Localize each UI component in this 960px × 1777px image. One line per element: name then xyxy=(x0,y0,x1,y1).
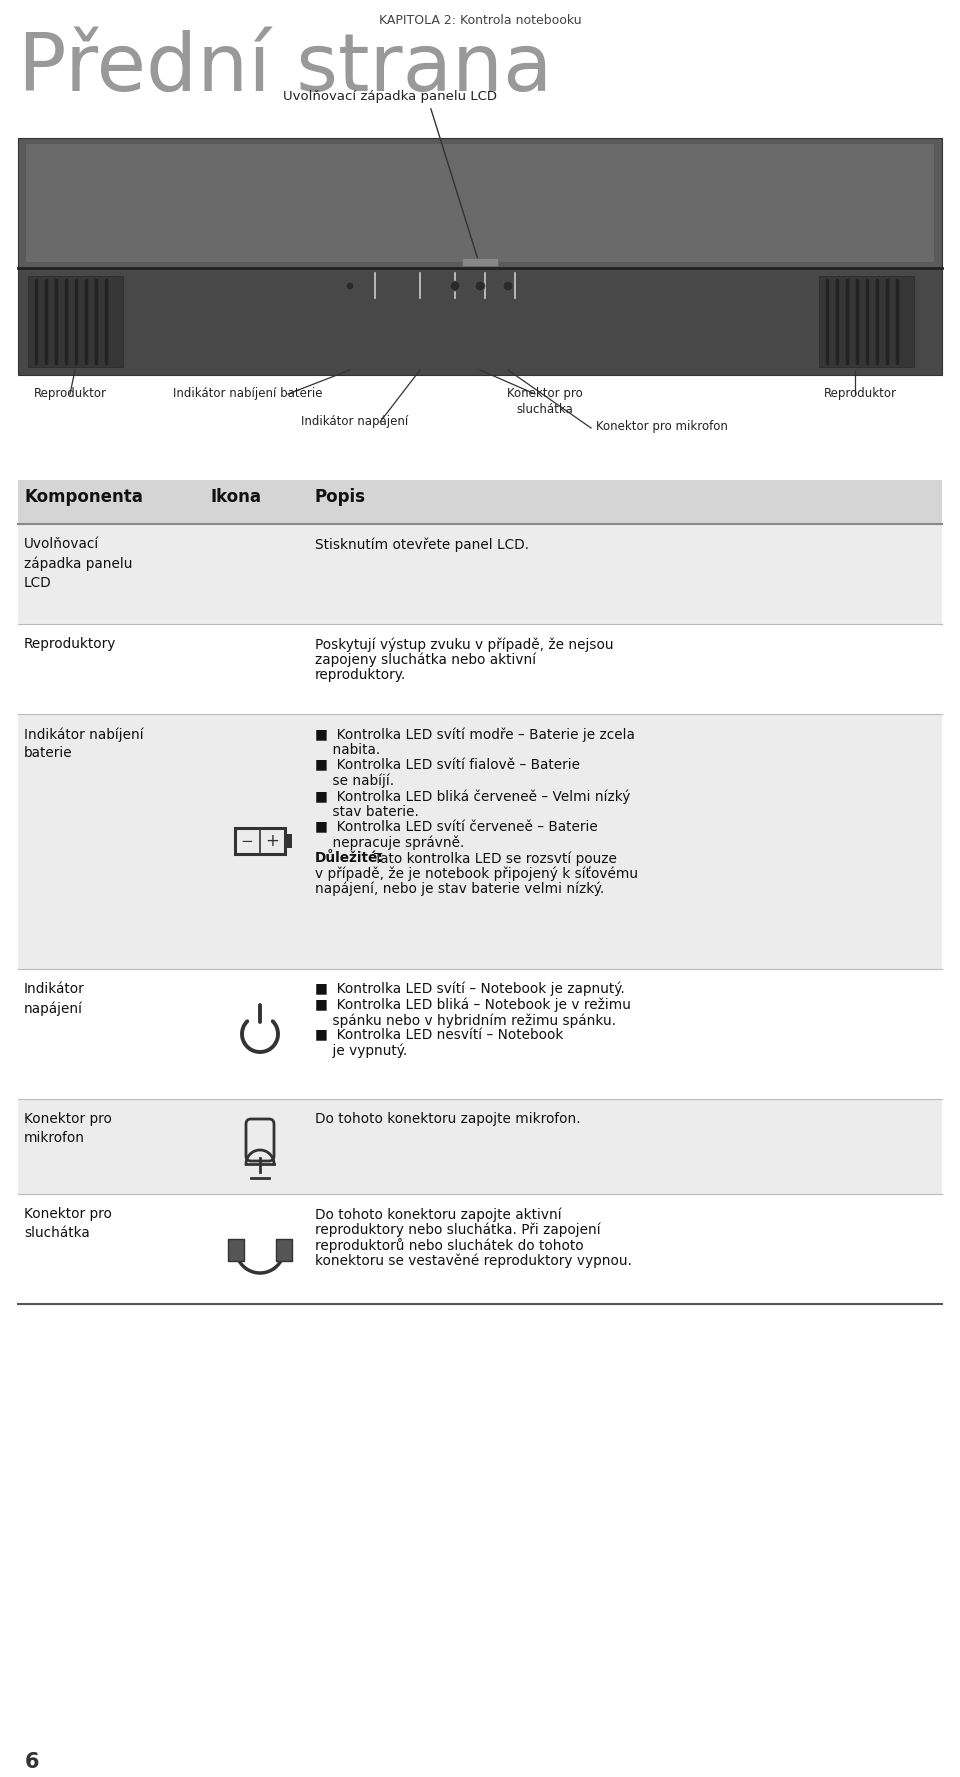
Text: Uvolňovací západka panelu LCD: Uvolňovací západka panelu LCD xyxy=(283,91,497,103)
Text: Indikátor napájení: Indikátor napájení xyxy=(301,416,409,428)
Text: ■  Kontrolka LED bliká – Notebook je v režimu: ■ Kontrolka LED bliká – Notebook je v re… xyxy=(315,997,631,1011)
Text: reproduktory.: reproduktory. xyxy=(315,668,406,682)
Bar xyxy=(18,624,942,714)
Text: Tato kontrolka LED se rozsvtí pouze: Tato kontrolka LED se rozsvtí pouze xyxy=(373,851,616,865)
Text: stav baterie.: stav baterie. xyxy=(315,805,419,819)
Text: ■  Kontrolka LED svítí modře – Baterie je zcela: ■ Kontrolka LED svítí modře – Baterie je… xyxy=(315,727,635,741)
Bar xyxy=(26,144,934,261)
Text: Poskytují výstup zvuku v případě, že nejsou: Poskytují výstup zvuku v případě, že nej… xyxy=(315,636,613,652)
Bar xyxy=(18,1194,942,1304)
Bar xyxy=(18,268,942,375)
Text: ■  Kontrolka LED svítí fialově – Baterie: ■ Kontrolka LED svítí fialově – Baterie xyxy=(315,759,580,771)
Text: v případě, že je notebook připojený k síťovému: v případě, že je notebook připojený k sí… xyxy=(315,867,638,881)
Text: Indikátor nabíjení
baterie: Indikátor nabíjení baterie xyxy=(24,727,144,761)
Bar xyxy=(18,714,942,968)
Text: Ikona: Ikona xyxy=(210,489,261,506)
Text: nabita.: nabita. xyxy=(315,743,380,757)
Bar xyxy=(28,275,123,368)
Text: Indikátor
napájení: Indikátor napájení xyxy=(24,983,84,1016)
Text: −: − xyxy=(241,833,253,848)
Text: Reproduktor: Reproduktor xyxy=(34,387,107,400)
Bar xyxy=(18,480,942,524)
Text: 6: 6 xyxy=(25,1752,39,1772)
Text: Stisknutím otevřete panel LCD.: Stisknutím otevřete panel LCD. xyxy=(315,537,529,551)
Bar xyxy=(18,524,942,624)
Text: Do tohoto konektoru zapojte aktivní: Do tohoto konektoru zapojte aktivní xyxy=(315,1207,562,1221)
Bar xyxy=(18,1098,942,1194)
Text: zapojeny sluchátka nebo aktivní: zapojeny sluchátka nebo aktivní xyxy=(315,652,536,666)
Bar xyxy=(276,1239,292,1262)
Text: Konektor pro
sluchátka: Konektor pro sluchátka xyxy=(507,387,583,416)
Bar xyxy=(18,139,942,268)
Text: Uvolňovací
západka panelu
LCD: Uvolňovací západka panelu LCD xyxy=(24,537,132,590)
Text: ■  Kontrolka LED bliká červeneě – Velmi nízký: ■ Kontrolka LED bliká červeneě – Velmi n… xyxy=(315,789,631,803)
Text: reproduktorů nebo sluchátek do tohoto: reproduktorů nebo sluchátek do tohoto xyxy=(315,1239,584,1253)
Bar xyxy=(228,1239,244,1262)
Text: Důležité:: Důležité: xyxy=(315,851,384,865)
Text: konektoru se vestavěné reproduktory vypnou.: konektoru se vestavěné reproduktory vypn… xyxy=(315,1253,632,1269)
Text: Popis: Popis xyxy=(315,489,366,506)
Text: se nabíjí.: se nabíjí. xyxy=(315,773,395,787)
Bar xyxy=(285,833,292,848)
Text: ■  Kontrolka LED svítí – Notebook je zapnutý.: ■ Kontrolka LED svítí – Notebook je zapn… xyxy=(315,983,625,997)
Bar xyxy=(462,258,498,267)
Bar xyxy=(18,968,942,1098)
Bar xyxy=(819,275,914,368)
Text: Komponenta: Komponenta xyxy=(24,489,143,506)
Text: Konektor pro
mikrofon: Konektor pro mikrofon xyxy=(24,1112,112,1144)
Text: ■  Kontrolka LED svítí červeneě – Baterie: ■ Kontrolka LED svítí červeneě – Baterie xyxy=(315,819,598,833)
Circle shape xyxy=(346,283,354,290)
Text: Konektor pro mikrofon: Konektor pro mikrofon xyxy=(596,419,728,434)
Text: reproduktory nebo sluchátka. Při zapojení: reproduktory nebo sluchátka. Při zapojen… xyxy=(315,1223,601,1237)
Text: ■  Kontrolka LED nesvítí – Notebook: ■ Kontrolka LED nesvítí – Notebook xyxy=(315,1029,564,1043)
Text: Reproduktor: Reproduktor xyxy=(824,387,897,400)
Text: Přední strana: Přední strana xyxy=(18,30,552,108)
Text: Do tohoto konektoru zapojte mikrofon.: Do tohoto konektoru zapojte mikrofon. xyxy=(315,1112,581,1127)
Text: Reproduktory: Reproduktory xyxy=(24,636,116,650)
Bar xyxy=(235,828,285,855)
Circle shape xyxy=(450,281,460,291)
Text: Indikátor nabíjení baterie: Indikátor nabíjení baterie xyxy=(173,387,323,400)
Text: napájení, nebo je stav baterie velmi nízký.: napájení, nebo je stav baterie velmi níz… xyxy=(315,881,604,897)
Text: KAPITOLA 2: Kontrola notebooku: KAPITOLA 2: Kontrola notebooku xyxy=(378,14,582,27)
Circle shape xyxy=(503,281,513,291)
Text: spánku nebo v hybridním režimu spánku.: spánku nebo v hybridním režimu spánku. xyxy=(315,1013,616,1027)
Text: Konektor pro
sluchátka: Konektor pro sluchátka xyxy=(24,1207,112,1240)
Text: +: + xyxy=(265,832,279,849)
Text: nepracuje správně.: nepracuje správně. xyxy=(315,835,465,849)
Circle shape xyxy=(475,281,485,291)
Text: je vypnutý.: je vypnutý. xyxy=(315,1045,407,1059)
